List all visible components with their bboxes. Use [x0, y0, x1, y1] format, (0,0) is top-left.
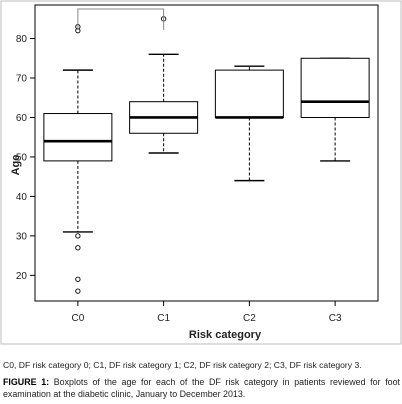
plot-layer: 20 30 40 50 60 70 80 C0 C1 C2 C3 — [16, 4, 379, 324]
comparison-bracket — [77, 8, 165, 30]
y-tick-label-60: 60 — [16, 113, 28, 124]
outlier-c0-3 — [75, 233, 81, 239]
box-c2 — [214, 69, 284, 118]
y-tick-label-30: 30 — [16, 231, 28, 242]
outlier-c0-0 — [75, 288, 81, 294]
figure-caption: FIGURE 1: Boxplots of the age for each o… — [3, 377, 400, 400]
x-tick-label-c0: C0 — [71, 313, 84, 324]
box-c0 — [43, 113, 113, 162]
plot-area-frame — [34, 4, 379, 302]
boxplot-figure: 20 30 40 50 60 70 80 C0 C1 C2 C3 Age Risk category — [0, 0, 402, 345]
x-tick-label-c2: C2 — [243, 313, 256, 324]
y-tick-label-80: 80 — [16, 34, 28, 45]
x-tick-label-c1: C1 — [157, 313, 170, 324]
figure-footnote: C0, DF risk category 0; C1, DF risk cate… — [3, 360, 362, 370]
x-tick-label-c3: C3 — [329, 313, 342, 324]
y-tick-label-20: 20 — [16, 271, 28, 282]
caption-text: Boxplots of the age for each of the DF r… — [3, 377, 400, 399]
caption-label: FIGURE 1: — [3, 377, 50, 387]
box-c3 — [300, 57, 370, 118]
y-tick-label-70: 70 — [16, 74, 28, 85]
y-axis-label: Age — [10, 155, 22, 176]
x-axis-label: Risk category — [189, 329, 262, 341]
outlier-c0-2 — [75, 245, 81, 251]
figure-frame — [0, 0, 402, 345]
y-tick-label-50: 50 — [16, 152, 28, 163]
y-tick-label-40: 40 — [16, 192, 28, 203]
outlier-c0-1 — [75, 276, 81, 282]
